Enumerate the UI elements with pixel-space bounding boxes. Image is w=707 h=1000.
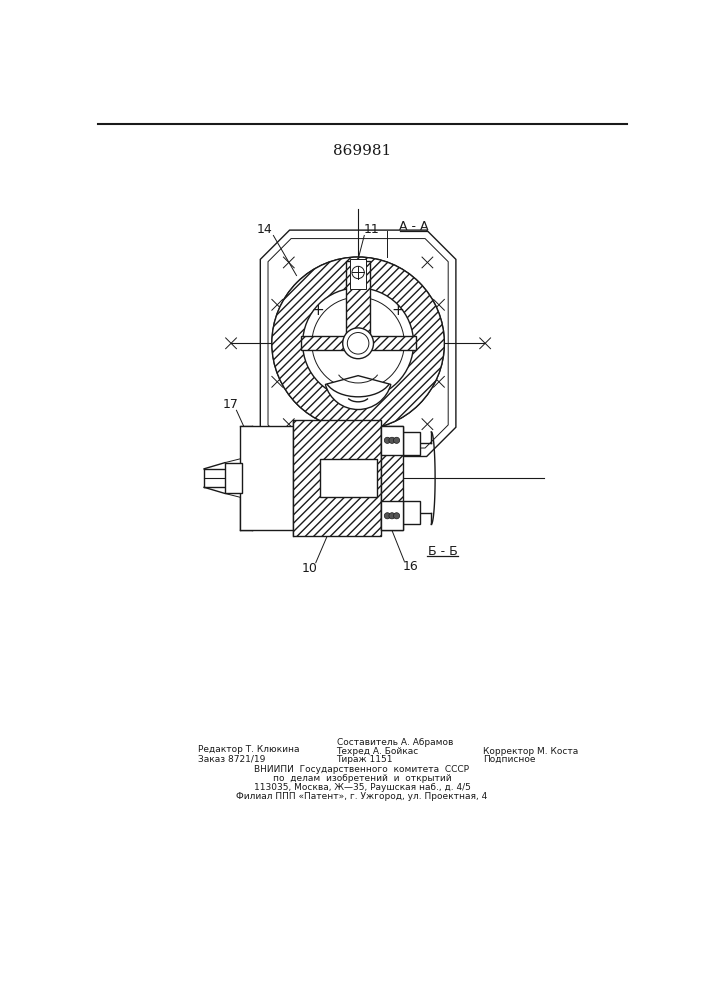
Circle shape [394,437,399,443]
Polygon shape [260,230,456,456]
Text: +: + [392,303,404,318]
Text: Τиг. 3: Τиг. 3 [346,342,389,356]
Circle shape [272,257,444,430]
Text: Редактор Т. Клюкина: Редактор Т. Клюкина [198,745,300,754]
Circle shape [352,266,364,279]
Circle shape [394,513,399,519]
Text: Б - Б: Б - Б [428,545,457,558]
Circle shape [303,288,414,399]
Text: 17: 17 [222,398,238,411]
Bar [381,426,403,455]
Circle shape [312,297,404,389]
Bar [320,459,378,497]
Text: 10: 10 [302,562,317,575]
Bar [351,259,366,289]
Wedge shape [325,376,391,410]
Circle shape [272,257,444,430]
Text: Корректор М. Коста: Корректор М. Коста [483,747,578,756]
Circle shape [385,513,390,519]
Circle shape [347,333,369,354]
Text: 16: 16 [402,560,419,573]
Text: +: + [312,303,325,318]
Circle shape [389,437,395,443]
Text: 11: 11 [364,223,380,236]
Bar [346,261,370,339]
Circle shape [343,328,373,359]
Text: по  делам  изобретений  и  открытий: по делам изобретений и открытий [273,774,451,783]
Bar [225,463,242,493]
Text: Филиал ППП «Патент», г. Ужгород, ул. Проектная, 4: Филиал ППП «Патент», г. Ужгород, ул. Про… [236,792,488,801]
Text: Подписное: Подписное [483,755,535,764]
Bar [293,420,381,536]
Text: 869981: 869981 [333,144,391,158]
Text: Техред А. Бойкас: Техред А. Бойкас [337,747,419,756]
Bar [403,432,420,455]
Circle shape [385,437,390,443]
Bar [381,501,403,530]
Text: Тираж 1151: Тираж 1151 [337,755,393,764]
Text: Τиг. 2: Τиг. 2 [344,466,387,480]
Bar [403,501,420,524]
Text: Заказ 8721/19: Заказ 8721/19 [198,755,265,764]
Text: 14: 14 [257,223,272,236]
Circle shape [389,513,395,519]
Bar [381,426,403,530]
Text: A - A: A - A [399,220,428,233]
Text: Составитель А. Абрамов: Составитель А. Абрамов [337,738,453,747]
Bar [301,336,416,350]
Bar [240,426,293,530]
Text: ВНИИПИ  Государственного  комитета  СССР: ВНИИПИ Государственного комитета СССР [255,765,469,774]
Text: 113035, Москва, Ж—35, Раушская наб., д. 4/5: 113035, Москва, Ж—35, Раушская наб., д. … [254,783,470,792]
